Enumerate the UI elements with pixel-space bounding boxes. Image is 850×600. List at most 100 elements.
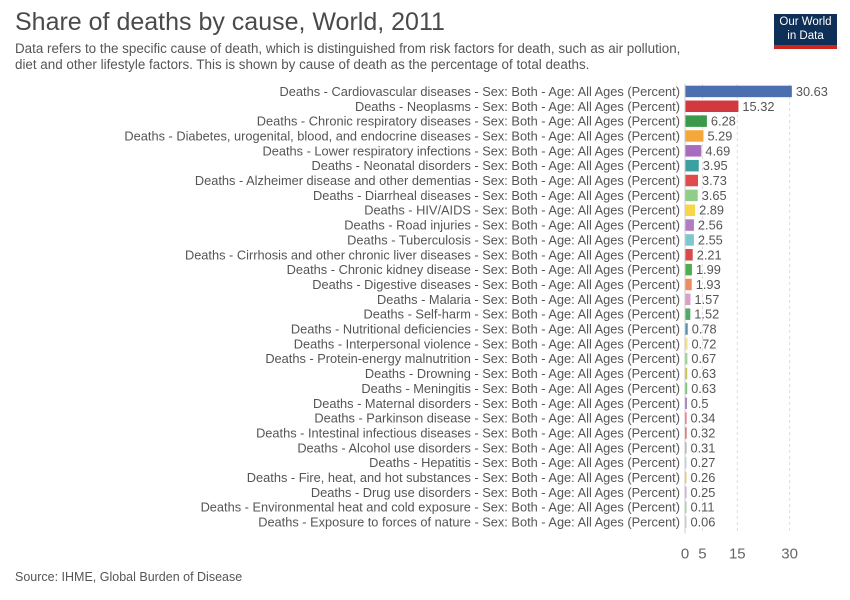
bar (685, 367, 688, 380)
category-label: Deaths - Self-harm - Sex: Both - Age: Al… (363, 307, 680, 322)
category-label: Deaths - Malaria - Sex: Both - Age: All … (377, 292, 680, 307)
category-label: Deaths - HIV/AIDS - Sex: Both - Age: All… (364, 203, 680, 218)
bar (685, 100, 739, 113)
bar (685, 293, 691, 306)
bar (685, 501, 687, 513)
category-label: Deaths - Fire, heat, and hot substances … (247, 470, 680, 485)
bar (685, 427, 687, 439)
value-label: 1.99 (696, 262, 721, 277)
logo-accent-bar (774, 45, 837, 49)
bar (685, 456, 687, 469)
logo-line-2: in Data (787, 29, 824, 42)
x-tick-label: 0 (681, 546, 689, 563)
bar (685, 486, 687, 499)
category-label: Deaths - Exposure to forces of nature - … (258, 515, 680, 530)
value-label: 3.65 (702, 188, 727, 203)
bar (685, 516, 687, 528)
category-label: Deaths - Chronic kidney disease - Sex: B… (287, 262, 680, 277)
category-label: Deaths - Hepatitis - Sex: Both - Age: Al… (369, 455, 680, 470)
category-label: Deaths - Nutritional deficiencies - Sex:… (291, 322, 680, 337)
bar (685, 308, 691, 320)
chart-title: Share of deaths by cause, World, 2011 (15, 8, 445, 36)
value-label: 3.73 (702, 173, 727, 188)
bar (685, 85, 792, 98)
value-label: 0.72 (692, 336, 717, 351)
value-label: 0.06 (691, 515, 716, 530)
logo-line-1: Our World (779, 16, 832, 28)
source-note[interactable]: Source: IHME, Global Burden of Disease (15, 570, 243, 584)
bar (685, 115, 707, 127)
value-label: 0.34 (691, 411, 716, 426)
category-label: Deaths - Cardiovascular diseases - Sex: … (280, 84, 680, 99)
value-label: 4.69 (705, 143, 730, 158)
category-label: Deaths - Road injuries - Sex: Both - Age… (344, 218, 680, 233)
value-label: 0.5 (691, 396, 709, 411)
value-label: 0.67 (691, 351, 716, 366)
bar (685, 174, 699, 187)
x-tick-label: 5 (698, 546, 706, 563)
value-label: 1.52 (694, 307, 719, 322)
bar (685, 145, 702, 157)
category-label: Deaths - Protein-energy malnutrition - S… (265, 351, 680, 366)
bar (685, 323, 688, 335)
bar (685, 471, 687, 484)
value-label: 0.11 (691, 500, 715, 515)
value-label: 5.29 (707, 128, 732, 143)
bar (685, 234, 694, 246)
bar (685, 219, 694, 231)
category-label: Deaths - Digestive diseases - Sex: Both … (312, 277, 680, 292)
category-label: Deaths - Maternal disorders - Sex: Both … (313, 396, 680, 411)
category-label: Deaths - Intestinal infectious diseases … (256, 425, 680, 440)
category-label: Deaths - Chronic respiratory diseases - … (257, 114, 680, 129)
category-label: Deaths - Diabetes, urogenital, blood, an… (124, 128, 680, 143)
category-label: Deaths - Meningitis - Sex: Both - Age: A… (361, 381, 680, 396)
value-label: 1.57 (694, 292, 719, 307)
chart-subtitle: Data refers to the specific cause of dea… (15, 41, 755, 73)
bar (685, 189, 698, 202)
bar (685, 130, 704, 142)
logo-text: Our World in Data (774, 16, 837, 43)
bar (685, 397, 687, 410)
value-label: 0.63 (691, 381, 716, 396)
value-label: 0.78 (692, 322, 717, 337)
bar (685, 159, 699, 172)
bar (685, 263, 692, 276)
value-label: 2.56 (698, 218, 723, 233)
value-label: 2.55 (698, 232, 723, 247)
category-label: Deaths - Parkinson disease - Sex: Both -… (314, 411, 680, 426)
value-label: 6.28 (711, 114, 736, 129)
bar (685, 278, 692, 291)
category-label: Deaths - Interpersonal violence - Sex: B… (294, 336, 680, 351)
value-label: 0.31 (691, 440, 716, 455)
category-label: Deaths - Alzheimer disease and other dem… (195, 173, 680, 188)
value-label: 15.32 (742, 99, 774, 114)
category-label: Deaths - Tuberculosis - Sex: Both - Age:… (347, 232, 680, 247)
bar (685, 352, 688, 365)
bar (685, 249, 693, 261)
subtitle-line-1: Data refers to the specific cause of dea… (15, 41, 681, 56)
value-label: 2.89 (699, 203, 724, 218)
category-label: Deaths - Alcohol use disorders - Sex: Bo… (297, 440, 680, 455)
category-label: Deaths - Drug use disorders - Sex: Both … (311, 485, 680, 500)
category-label: Deaths - Environmental heat and cold exp… (201, 500, 680, 515)
owid-logo[interactable]: Our World in Data (774, 14, 837, 49)
value-label: 3.95 (703, 158, 728, 173)
value-label: 0.27 (691, 455, 716, 470)
value-label: 1.93 (696, 277, 721, 292)
value-label: 0.25 (691, 485, 716, 500)
bar (685, 382, 688, 395)
bar (685, 442, 687, 454)
category-label: Deaths - Lower respiratory infections - … (262, 143, 680, 158)
category-label: Deaths - Drowning - Sex: Both - Age: All… (365, 366, 680, 381)
bar (685, 412, 687, 424)
value-label: 2.21 (697, 247, 722, 262)
bar (685, 338, 688, 350)
value-label: 0.63 (691, 366, 716, 381)
value-label: 30.63 (796, 84, 828, 99)
category-label: Deaths - Diarrheal diseases - Sex: Both … (313, 188, 680, 203)
value-label: 0.32 (691, 425, 716, 440)
bar (685, 204, 696, 216)
x-tick-label: 15 (729, 546, 746, 563)
subtitle-line-2: diet and other lifestyle factors. This i… (15, 57, 590, 72)
